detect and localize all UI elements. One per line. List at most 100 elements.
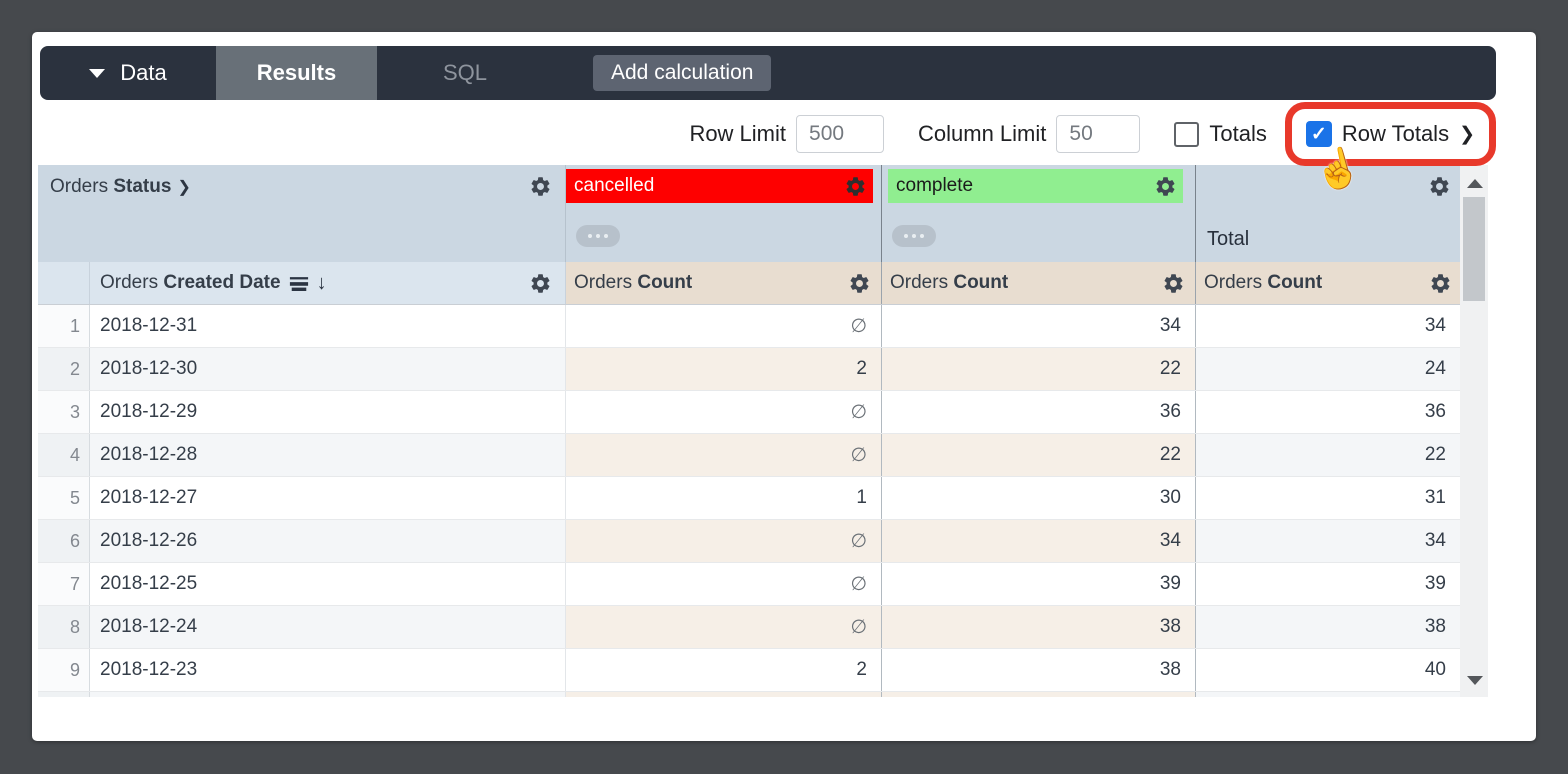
pivot-value-label: cancelled <box>574 175 655 196</box>
complete-count-cell[interactable]: 36 <box>882 391 1196 433</box>
cancelled-count-cell[interactable]: ∅ <box>566 606 882 648</box>
complete-count-cell[interactable]: 34 <box>882 305 1196 347</box>
measure-prefix: Orders <box>890 272 954 293</box>
vertical-scrollbar[interactable] <box>1460 165 1488 697</box>
tab-results[interactable]: Results <box>216 46 377 100</box>
row-number: 5 <box>38 477 90 519</box>
annotation-highlight: ✓ Row Totals ❯ ☝ <box>1284 102 1496 196</box>
gear-icon[interactable] <box>848 272 871 295</box>
gear-icon[interactable] <box>529 175 552 198</box>
row-number: 8 <box>38 606 90 648</box>
date-cell[interactable]: 2018-12-28 <box>90 434 566 476</box>
column-limit-input[interactable] <box>1056 115 1141 153</box>
row-number: 4 <box>38 434 90 476</box>
chevron-right-icon[interactable]: ❯ <box>1459 123 1475 145</box>
total-count-cell[interactable]: 39 <box>1196 563 1460 605</box>
complete-count-cell[interactable]: 38 <box>882 649 1196 691</box>
date-cell[interactable]: 2018-12-27 <box>90 477 566 519</box>
pivot-value-bar-complete[interactable]: complete <box>888 169 1183 203</box>
gear-icon[interactable] <box>529 272 552 295</box>
data-label: Data <box>120 60 167 85</box>
date-cell[interactable]: 2018-12-22 <box>90 692 566 697</box>
data-section-toggle[interactable]: Data <box>40 46 216 100</box>
cancelled-count-cell[interactable]: ∅ <box>566 520 882 562</box>
gear-icon[interactable] <box>1162 272 1185 295</box>
pivot-field-header: Orders Status ❯ <box>38 165 566 262</box>
measure-name: Count <box>637 272 693 293</box>
total-count-cell[interactable]: 34 <box>1196 520 1460 562</box>
chevron-right-icon: ❯ <box>177 179 191 196</box>
row-totals-checkbox[interactable]: ✓ <box>1305 121 1332 147</box>
gear-icon[interactable] <box>844 175 867 198</box>
cancelled-count-cell[interactable]: ∅ <box>566 692 882 697</box>
cancelled-count-cell[interactable]: ∅ <box>566 391 882 433</box>
gear-icon[interactable] <box>1428 175 1451 198</box>
total-count-cell[interactable]: 22 <box>1196 434 1460 476</box>
explore-panel: Data Results SQL Add calculation Row Lim… <box>32 32 1536 741</box>
date-cell[interactable]: 2018-12-23 <box>90 649 566 691</box>
cancelled-count-cell[interactable]: ∅ <box>566 563 882 605</box>
date-cell[interactable]: 2018-12-25 <box>90 563 566 605</box>
complete-count-cell[interactable]: 38 <box>882 692 1196 697</box>
measure-header-complete[interactable]: Orders Count <box>882 262 1196 304</box>
pivot-header-row: Orders Status ❯ cancelled complete <box>38 165 1488 262</box>
date-cell[interactable]: 2018-12-29 <box>90 391 566 433</box>
total-header-label: Total <box>1207 228 1250 250</box>
total-count-cell[interactable]: 24 <box>1196 348 1460 390</box>
cancelled-count-cell[interactable]: 1 <box>566 477 882 519</box>
complete-count-cell[interactable]: 39 <box>882 563 1196 605</box>
cancelled-count-cell[interactable]: 2 <box>566 348 882 390</box>
total-count-cell[interactable]: 38 <box>1196 606 1460 648</box>
table-rows: 1 2018-12-31 ∅ 34 34 2 2018-12-30 2 22 2… <box>38 305 1488 697</box>
more-options-icon[interactable] <box>892 225 936 247</box>
pivot-value-bar-cancelled[interactable]: cancelled <box>566 169 873 203</box>
cancelled-count-cell[interactable]: ∅ <box>566 434 882 476</box>
table-row: 1 2018-12-31 ∅ 34 34 <box>38 305 1488 348</box>
tab-sql[interactable]: SQL <box>442 60 488 85</box>
scroll-up-icon[interactable] <box>1467 179 1483 188</box>
complete-count-cell[interactable]: 22 <box>882 434 1196 476</box>
pivot-field-prefix: Orders <box>50 176 114 197</box>
table-row: 6 2018-12-26 ∅ 34 34 <box>38 520 1488 563</box>
table-row: 4 2018-12-28 ∅ 22 22 <box>38 434 1488 477</box>
total-count-cell[interactable]: 36 <box>1196 391 1460 433</box>
measure-prefix: Orders <box>1204 272 1268 293</box>
date-cell[interactable]: 2018-12-26 <box>90 520 566 562</box>
table-row: 7 2018-12-25 ∅ 39 39 <box>38 563 1488 606</box>
add-calculation-button[interactable]: Add calculation <box>593 55 772 91</box>
total-count-cell[interactable]: 38 <box>1196 692 1460 697</box>
date-cell[interactable]: 2018-12-30 <box>90 348 566 390</box>
complete-count-cell[interactable]: 34 <box>882 520 1196 562</box>
complete-count-cell[interactable]: 38 <box>882 606 1196 648</box>
date-cell[interactable]: 2018-12-24 <box>90 606 566 648</box>
row-number: 1 <box>38 305 90 347</box>
measure-header-cancelled[interactable]: Orders Count <box>566 262 882 304</box>
pivot-value-complete: complete <box>882 165 1196 262</box>
total-count-cell[interactable]: 34 <box>1196 305 1460 347</box>
total-count-cell[interactable]: 40 <box>1196 649 1460 691</box>
gear-icon[interactable] <box>1429 272 1452 295</box>
dimension-name: Created Date <box>163 272 281 293</box>
row-limit-input[interactable] <box>796 115 885 153</box>
date-cell[interactable]: 2018-12-31 <box>90 305 566 347</box>
complete-count-cell[interactable]: 30 <box>882 477 1196 519</box>
complete-count-cell[interactable]: 22 <box>882 348 1196 390</box>
subtotal-icon <box>289 276 309 291</box>
total-count-cell[interactable]: 31 <box>1196 477 1460 519</box>
table-row: 5 2018-12-27 1 30 31 <box>38 477 1488 520</box>
dimension-header[interactable]: Orders Created Date ↓ <box>90 262 566 304</box>
cancelled-count-cell[interactable]: 2 <box>566 649 882 691</box>
measure-name: Count <box>1267 272 1323 293</box>
gear-icon[interactable] <box>1154 175 1177 198</box>
totals-checkbox[interactable] <box>1174 121 1200 147</box>
scrollbar-thumb[interactable] <box>1463 197 1485 301</box>
cancelled-count-cell[interactable]: ∅ <box>566 305 882 347</box>
measure-header-total[interactable]: Orders Count <box>1196 262 1460 304</box>
column-limit-label: Column Limit <box>918 121 1047 146</box>
scroll-down-icon[interactable] <box>1467 676 1483 685</box>
row-number: 7 <box>38 563 90 605</box>
row-number: 2 <box>38 348 90 390</box>
row-number: 3 <box>38 391 90 433</box>
more-options-icon[interactable] <box>576 225 620 247</box>
pivot-field-title[interactable]: Orders Status ❯ <box>50 176 191 198</box>
